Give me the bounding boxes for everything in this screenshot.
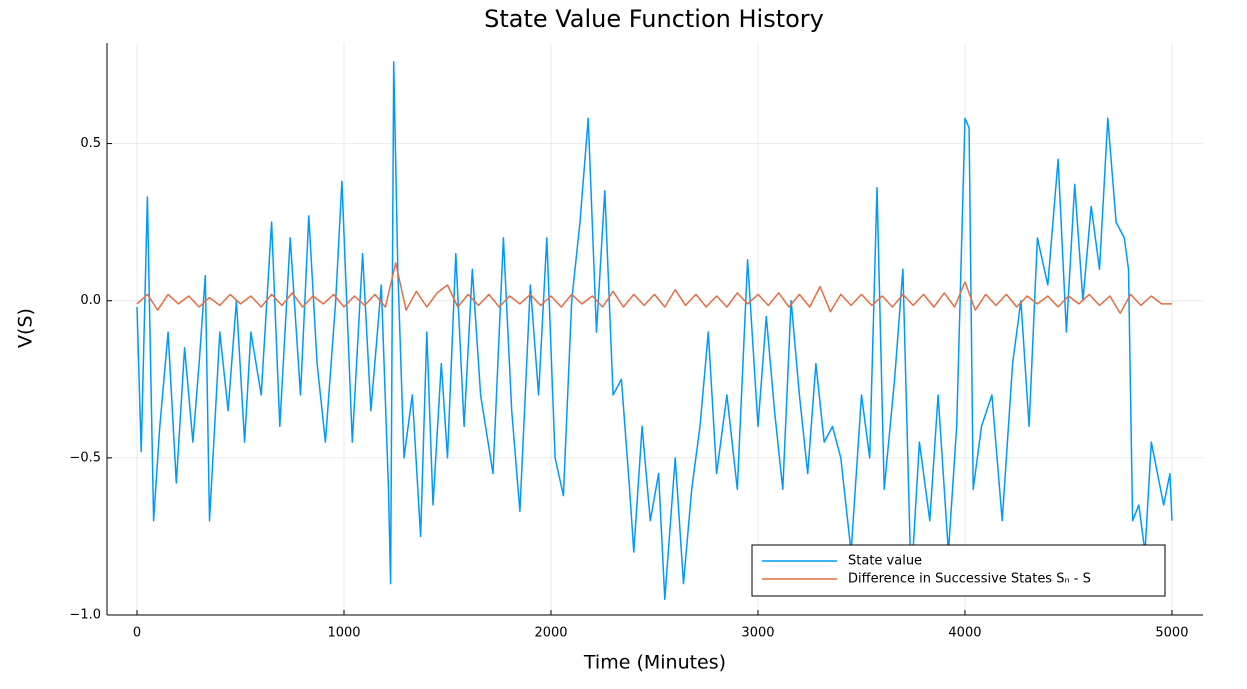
series-line [136, 262, 1172, 315]
y-tick-label: −1.0 [69, 608, 101, 623]
x-tick-label: 2000 [534, 626, 567, 641]
legend-label: State value [848, 554, 922, 569]
x-axis-label: Time (Minutes) [583, 652, 726, 674]
y-tick-label: −0.5 [69, 450, 101, 465]
x-tick-label: 4000 [948, 626, 981, 641]
legend-box [751, 544, 1166, 597]
x-tick-label: 0 [133, 626, 141, 641]
chart-title: State Value Function History [484, 5, 824, 33]
series-line [136, 61, 1173, 601]
x-tick-label: 1000 [327, 626, 360, 641]
x-tick-label: 5000 [1155, 626, 1188, 641]
y-axis-label: V(S) [15, 308, 37, 348]
y-tick-label: 0.0 [80, 293, 101, 308]
y-tick-label: 0.5 [80, 136, 101, 151]
legend-label: Difference in Successive States Sₙ - S [848, 572, 1091, 587]
x-tick-label: 3000 [741, 626, 774, 641]
